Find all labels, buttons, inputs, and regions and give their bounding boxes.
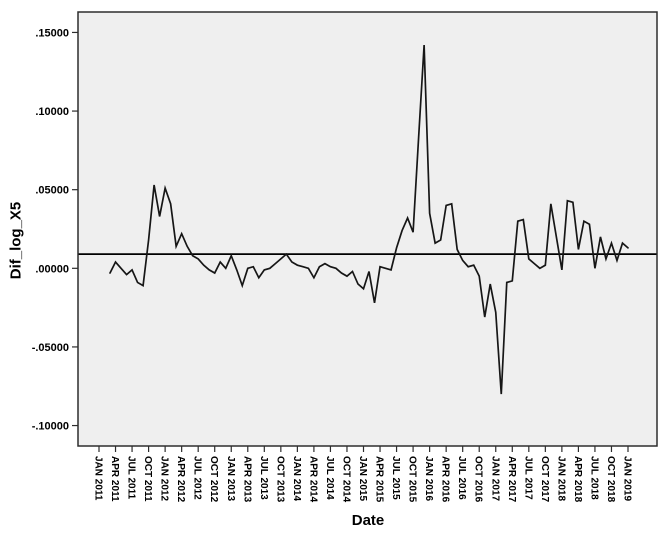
x-tick-label: APR 2015 xyxy=(374,456,385,503)
x-tick-label: JUL 2015 xyxy=(390,456,401,500)
x-tick-label: JAN 2011 xyxy=(93,456,104,501)
x-tick-label: OCT 2016 xyxy=(473,456,484,503)
x-axis-title: Date xyxy=(351,512,385,529)
plot-frame xyxy=(77,11,658,447)
x-tick-label: APR 2018 xyxy=(572,456,583,503)
x-tick-label: JUL 2014 xyxy=(324,456,335,500)
x-tick-label: JAN 2013 xyxy=(225,456,236,501)
plot-area xyxy=(78,12,657,446)
x-tick-label: OCT 2015 xyxy=(407,456,418,503)
y-tick-label: .15000 xyxy=(35,27,69,39)
x-tick-label: JAN 2019 xyxy=(622,456,633,501)
y-axis-title: Dif_log_X5 xyxy=(7,201,25,280)
x-tick-label: APR 2014 xyxy=(307,456,318,503)
x-tick-label: APR 2017 xyxy=(506,456,517,503)
x-tick-label: JAN 2012 xyxy=(159,456,170,501)
y-tick-label: .10000 xyxy=(35,106,69,118)
x-tick-label: JAN 2015 xyxy=(357,456,368,501)
y-tick-label: .00000 xyxy=(35,263,69,275)
x-tick-label: JUL 2017 xyxy=(522,456,533,500)
x-tick-label: OCT 2013 xyxy=(274,456,285,503)
x-tick-label: APR 2016 xyxy=(440,456,451,503)
x-tick-label: APR 2013 xyxy=(241,456,252,503)
series-line xyxy=(109,44,629,395)
x-tick-label: APR 2011 xyxy=(109,456,120,502)
x-tick-label: JUL 2011 xyxy=(126,456,137,500)
x-tick-label: OCT 2014 xyxy=(340,456,351,503)
x-tick-label: OCT 2011 xyxy=(142,456,153,502)
x-tick-label: JAN 2014 xyxy=(291,456,302,501)
x-tick-label: JAN 2016 xyxy=(423,456,434,501)
x-tick-label: APR 2012 xyxy=(175,456,186,503)
y-tick-label: -.05000 xyxy=(32,342,69,354)
x-tick-label: OCT 2012 xyxy=(208,456,219,503)
x-tick-label: JAN 2018 xyxy=(555,456,566,501)
x-tick-label: JUL 2013 xyxy=(258,456,269,500)
y-tick-label: .05000 xyxy=(35,185,69,197)
x-tick-label: JUL 2018 xyxy=(588,456,599,500)
x-tick-label: JUL 2012 xyxy=(192,456,203,500)
y-tick-label: -.10000 xyxy=(32,421,69,433)
x-tick-label: JUL 2016 xyxy=(456,456,467,500)
x-tick-label: JAN 2017 xyxy=(489,456,500,501)
x-tick-label: OCT 2017 xyxy=(539,456,550,503)
x-tick-label: OCT 2018 xyxy=(605,456,616,503)
